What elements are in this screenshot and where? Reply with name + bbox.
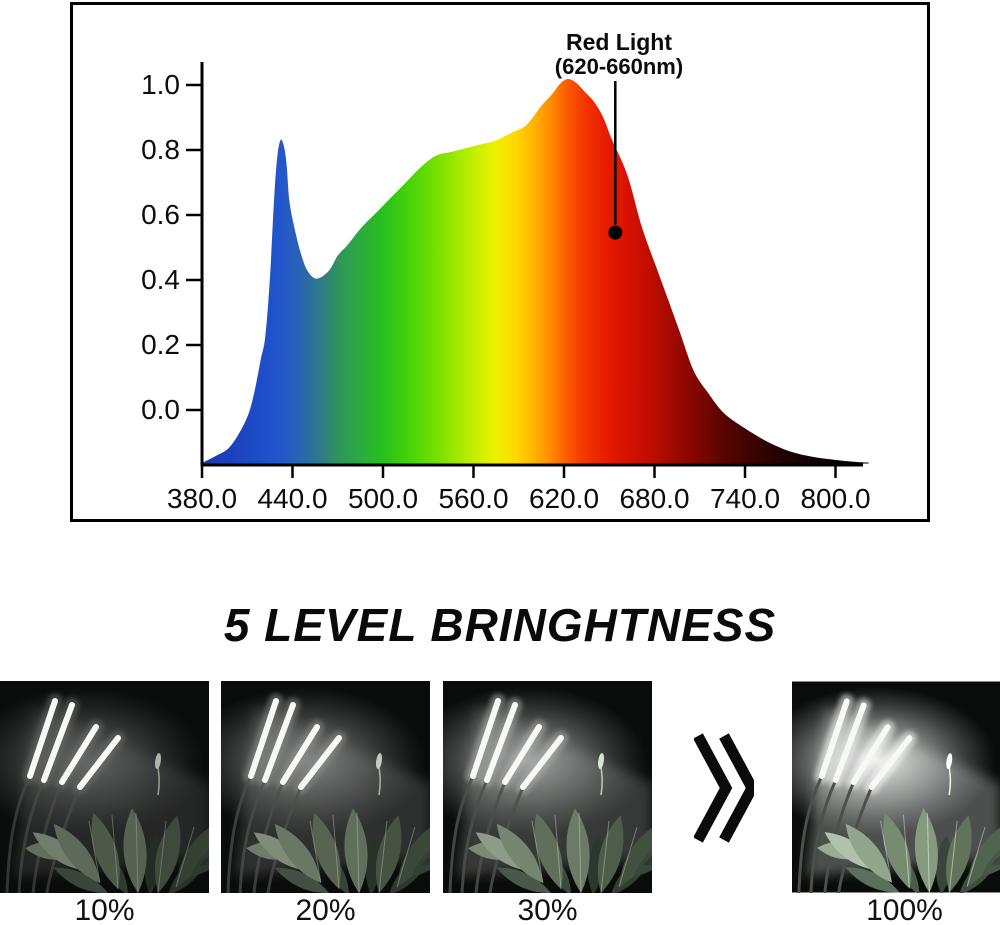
grow-light-photo-10 — [0, 681, 209, 893]
x-tick-label: 500.0 — [348, 483, 418, 514]
grow-light-photo-100 — [792, 681, 1000, 893]
x-tick-label: 560.0 — [438, 483, 508, 514]
x-tick-label: 380.0 — [167, 483, 237, 514]
annotation-subtitle: (620-660nm) — [555, 54, 683, 79]
red-light-annotation: Red Light (620-660nm) — [555, 29, 683, 240]
y-tick-label: 0.0 — [141, 394, 180, 425]
x-tick-label: 740.0 — [710, 483, 780, 514]
x-tick-label: 800.0 — [800, 483, 870, 514]
annotation-marker-dot — [608, 225, 623, 240]
brightness-label: 100% — [866, 894, 943, 925]
axes — [200, 62, 863, 467]
x-tick-label: 680.0 — [619, 483, 689, 514]
annotation-title: Red Light — [566, 29, 672, 55]
x-tick-labels: 380.0 440.0 500.0 560.0 620.0 680.0 740.… — [167, 483, 871, 514]
y-tick-label: 0.2 — [141, 329, 180, 360]
double-chevron-right-icon — [693, 732, 759, 844]
brightness-label: 30% — [517, 894, 578, 925]
y-tick-label: 0.8 — [141, 134, 180, 165]
grow-light-photo-20 — [221, 681, 430, 893]
grow-light-photo-30 — [443, 681, 652, 893]
y-tick-labels: 1.0 0.8 0.6 0.4 0.2 0.0 — [141, 69, 180, 425]
y-ticks — [186, 83, 201, 412]
y-tick-label: 0.6 — [141, 199, 180, 230]
spectrum-area-curve — [202, 79, 869, 464]
y-tick-label: 1.0 — [141, 69, 180, 100]
x-tick-label: 440.0 — [257, 483, 327, 514]
brightness-label: 20% — [295, 894, 356, 925]
brightness-label: 10% — [74, 894, 135, 925]
x-tick-label: 620.0 — [529, 483, 599, 514]
y-tick-label: 0.4 — [141, 264, 180, 295]
spectrum-chart: 1.0 0.8 0.6 0.4 0.2 0.0 380.0 440.0 500.… — [141, 29, 871, 514]
section-title: 5 LEVEL BRINGHTNESS — [223, 599, 777, 651]
x-ticks — [200, 466, 837, 478]
